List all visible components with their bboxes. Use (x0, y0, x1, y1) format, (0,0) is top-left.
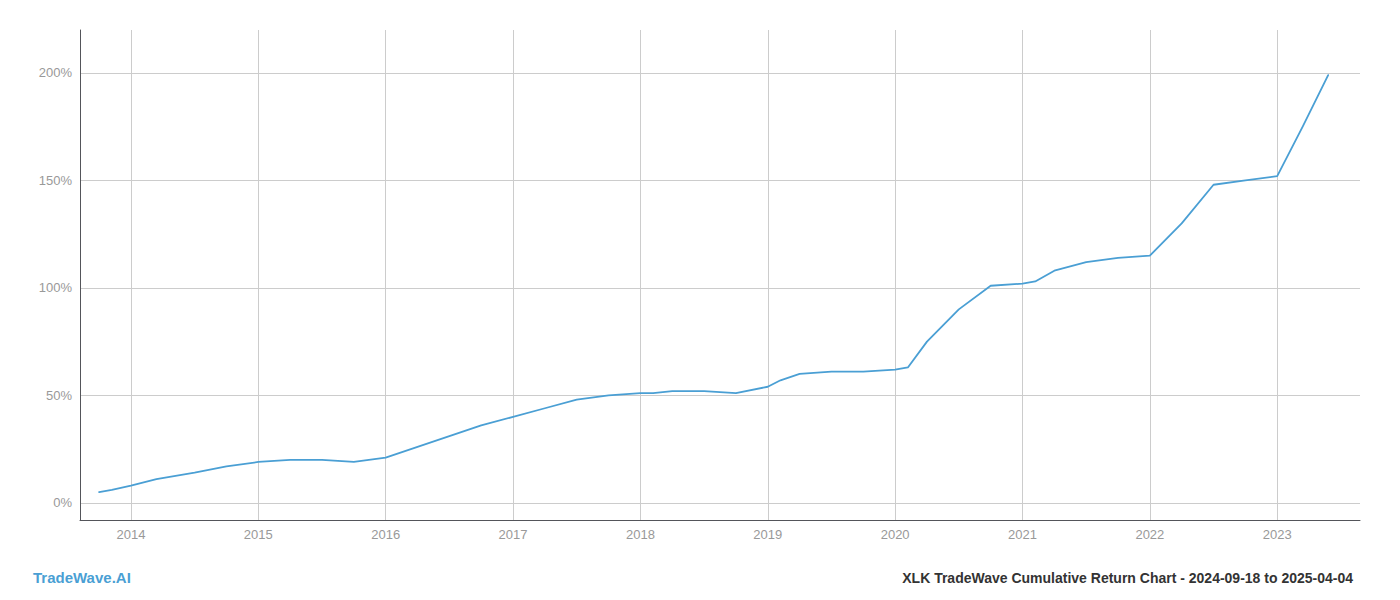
svg-text:0%: 0% (53, 495, 72, 510)
svg-text:2015: 2015 (244, 527, 273, 542)
svg-text:2022: 2022 (1135, 527, 1164, 542)
svg-text:2016: 2016 (371, 527, 400, 542)
svg-text:TradeWave.AI: TradeWave.AI (33, 569, 131, 586)
svg-text:2014: 2014 (116, 527, 145, 542)
svg-text:2023: 2023 (1263, 527, 1292, 542)
svg-text:2019: 2019 (753, 527, 782, 542)
svg-text:2017: 2017 (499, 527, 528, 542)
svg-text:XLK TradeWave Cumulative Retur: XLK TradeWave Cumulative Return Chart - … (902, 570, 1353, 586)
svg-text:2018: 2018 (626, 527, 655, 542)
svg-text:100%: 100% (39, 280, 73, 295)
svg-text:50%: 50% (46, 388, 72, 403)
svg-text:2021: 2021 (1008, 527, 1037, 542)
svg-text:2020: 2020 (881, 527, 910, 542)
svg-text:150%: 150% (39, 173, 73, 188)
svg-text:200%: 200% (39, 65, 73, 80)
